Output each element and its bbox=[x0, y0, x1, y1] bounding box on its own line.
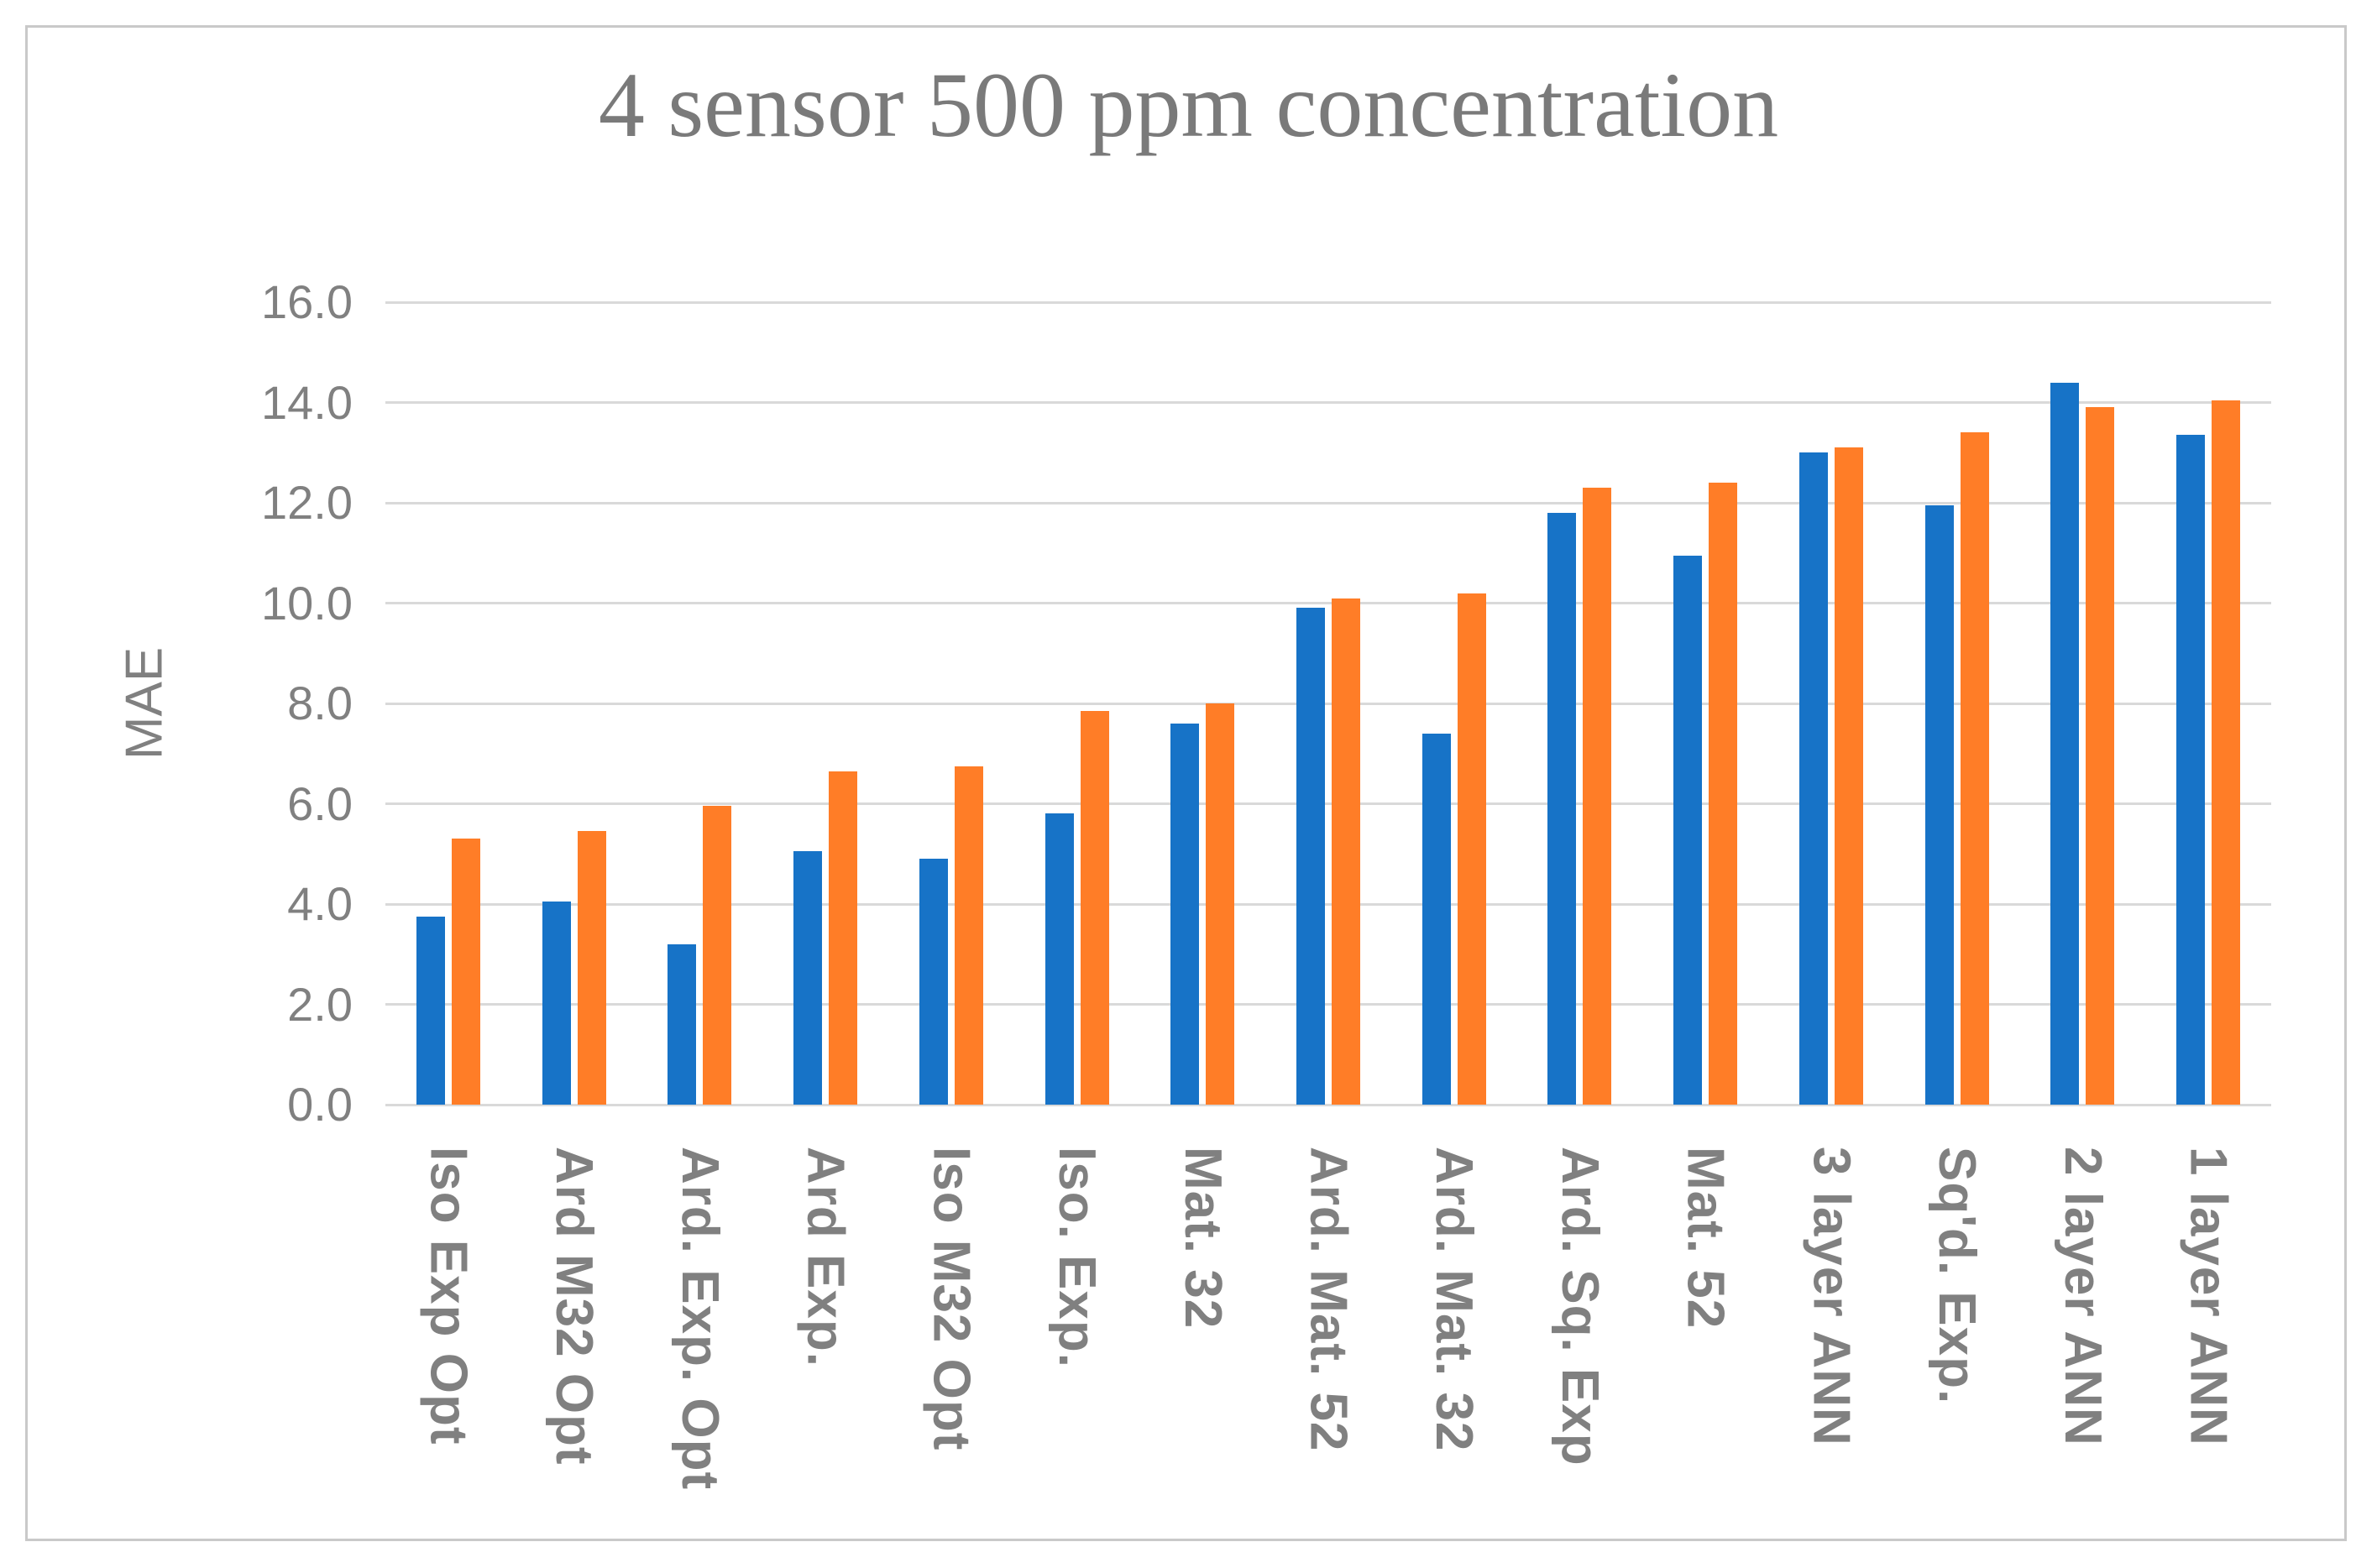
bar-orange bbox=[1080, 710, 1109, 1105]
bar-orange bbox=[1332, 598, 1360, 1105]
bar-blue bbox=[2050, 382, 2080, 1105]
bar-blue bbox=[1421, 733, 1451, 1105]
y-tick-label: 10.0 bbox=[261, 576, 353, 630]
x-category-label: Mat. 52 bbox=[1676, 1147, 1735, 1330]
bar-blue bbox=[1924, 504, 1954, 1105]
y-tick-label: 12.0 bbox=[261, 476, 353, 529]
bar-orange bbox=[1709, 483, 1738, 1105]
bar-orange bbox=[451, 839, 480, 1105]
bar-blue bbox=[1547, 512, 1577, 1105]
x-category-label: Sq'd. Exp. bbox=[1928, 1147, 1987, 1405]
gridline bbox=[385, 1003, 2271, 1006]
y-tick-label: 4.0 bbox=[287, 877, 353, 930]
bar-orange bbox=[577, 831, 606, 1105]
bar-blue bbox=[793, 851, 823, 1105]
gridline bbox=[385, 702, 2271, 705]
bar-orange bbox=[1834, 447, 1863, 1105]
bar-orange bbox=[1583, 488, 1612, 1105]
x-category-label: Iso M32 Opt bbox=[922, 1147, 981, 1451]
gridline bbox=[385, 1103, 2271, 1106]
gridline bbox=[385, 401, 2271, 404]
bar-orange bbox=[954, 766, 983, 1105]
bar-blue bbox=[542, 902, 571, 1105]
bar-blue bbox=[1296, 608, 1325, 1105]
y-tick-label: 0.0 bbox=[287, 1078, 353, 1131]
bar-blue bbox=[1673, 555, 1703, 1105]
bar-blue bbox=[1170, 723, 1200, 1105]
gridline bbox=[385, 802, 2271, 805]
y-tick-label: 2.0 bbox=[287, 977, 353, 1031]
x-category-label: Ard. Sq. Exp bbox=[1550, 1147, 1609, 1466]
y-tick-label: 6.0 bbox=[287, 776, 353, 830]
bar-orange bbox=[703, 806, 732, 1105]
bar-blue bbox=[416, 916, 445, 1105]
y-tick-label: 8.0 bbox=[287, 677, 353, 729]
x-category-label: 2 layer ANN bbox=[2053, 1147, 2112, 1446]
x-category-label: 1 layer ANN bbox=[2179, 1147, 2238, 1446]
x-category-label: 3 layer ANN bbox=[1802, 1147, 1861, 1446]
gridline bbox=[385, 501, 2271, 504]
x-category-label: Ard. Mat. 52 bbox=[1299, 1147, 1358, 1452]
gridline bbox=[385, 602, 2271, 604]
bar-orange bbox=[1206, 703, 1235, 1105]
bar-blue bbox=[2176, 435, 2206, 1105]
gridline bbox=[385, 301, 2271, 304]
bar-blue bbox=[668, 943, 697, 1105]
x-category-label: Mat. 32 bbox=[1173, 1147, 1232, 1330]
bar-orange bbox=[829, 771, 858, 1105]
bar-blue bbox=[919, 859, 948, 1105]
y-tick-label: 16.0 bbox=[261, 275, 353, 328]
x-category-label: Ard M32 Opt bbox=[545, 1147, 604, 1466]
bar-blue bbox=[1045, 813, 1074, 1105]
y-tick-label: 14.0 bbox=[261, 375, 353, 429]
x-category-label: Ard. Mat. 32 bbox=[1425, 1147, 1484, 1452]
gridline bbox=[385, 902, 2271, 906]
bar-orange bbox=[1960, 432, 1989, 1105]
x-category-label: Ard Exp. bbox=[796, 1147, 855, 1367]
bar-blue bbox=[1798, 452, 1828, 1105]
bar-orange bbox=[2086, 407, 2115, 1105]
chart-title: 4 sensor 500 ppm concentration bbox=[598, 54, 1779, 156]
x-category-label: Iso Exp Opt bbox=[419, 1147, 478, 1445]
bar-orange bbox=[2212, 400, 2241, 1105]
x-category-label: Ard. Exp. Opt bbox=[670, 1147, 729, 1491]
x-category-label: Iso. Exp. bbox=[1048, 1147, 1107, 1368]
bar-orange bbox=[1457, 593, 1486, 1105]
